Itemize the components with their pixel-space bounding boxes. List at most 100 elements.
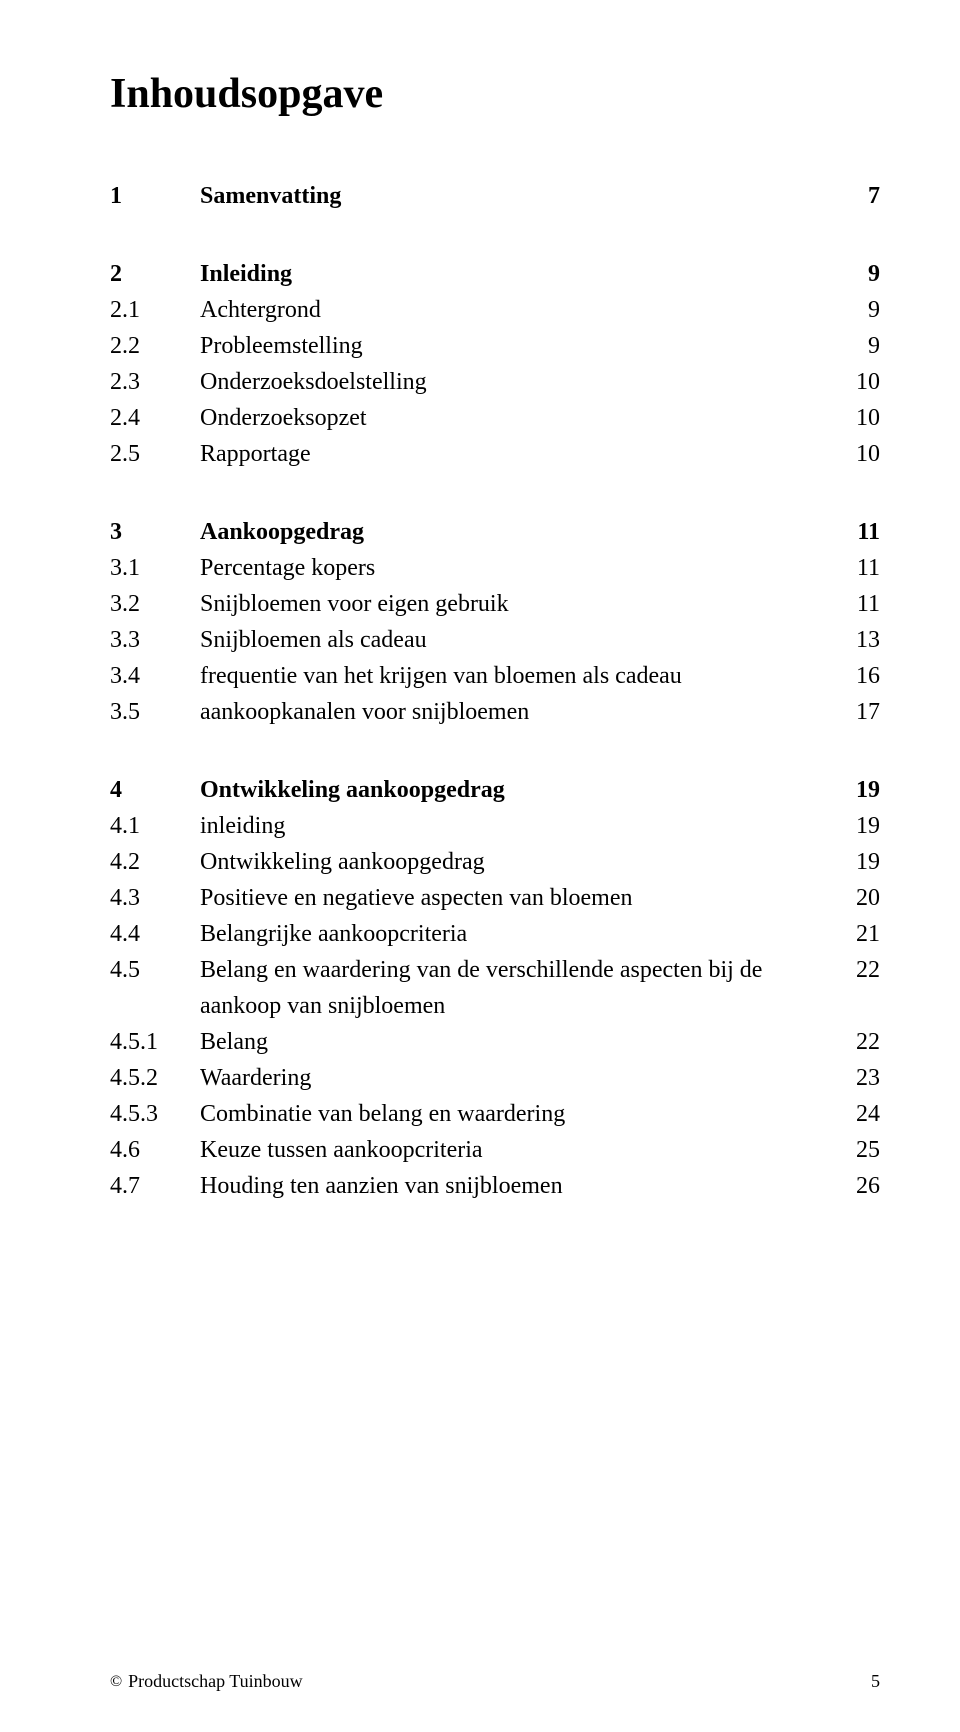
toc-entry-label: Waardering	[200, 1060, 820, 1096]
toc-entry-label: Ontwikkeling aankoopgedrag	[200, 844, 820, 880]
toc-entry: 4.4Belangrijke aankoopcriteria21	[110, 916, 880, 952]
toc-entry-label: Snijbloemen voor eigen gebruik	[200, 586, 820, 622]
toc-entry-number: 2.5	[110, 436, 200, 472]
toc-section: 1Samenvatting7	[110, 178, 880, 214]
toc-entry-label: Inleiding	[200, 256, 820, 292]
toc-entry-label: Rapportage	[200, 436, 820, 472]
toc-entry-number: 2.4	[110, 400, 200, 436]
toc-entry-label: Belang	[200, 1024, 820, 1060]
toc-entry-page: 11	[820, 586, 880, 622]
toc-entry: 4.5.3Combinatie van belang en waardering…	[110, 1096, 880, 1132]
toc-entry-label: Keuze tussen aankoopcriteria	[200, 1132, 820, 1168]
toc-entry-number: 2.3	[110, 364, 200, 400]
toc-entry-page: 11	[820, 514, 880, 550]
toc-entry-page: 9	[820, 328, 880, 364]
toc-entry: 3.1Percentage kopers11	[110, 550, 880, 586]
toc-entry: 4.6Keuze tussen aankoopcriteria25	[110, 1132, 880, 1168]
toc-entry-number: 4	[110, 772, 200, 808]
toc-entry: 4.7Houding ten aanzien van snijbloemen26	[110, 1168, 880, 1204]
toc-entry-page: 9	[820, 256, 880, 292]
toc-entry-label: Aankoopgedrag	[200, 514, 820, 550]
toc-entry: 3.5aankoopkanalen voor snijbloemen17	[110, 694, 880, 730]
toc-entry-number: 3.3	[110, 622, 200, 658]
toc-entry-label: frequentie van het krijgen van bloemen a…	[200, 658, 820, 694]
toc-section: 3Aankoopgedrag113.1Percentage kopers113.…	[110, 514, 880, 730]
copyright-icon: ©	[110, 1673, 122, 1691]
toc-entry-number: 4.5	[110, 952, 200, 988]
toc-entry-number: 3.4	[110, 658, 200, 694]
toc-entry-label: Percentage kopers	[200, 550, 820, 586]
toc-entry-page: 19	[820, 808, 880, 844]
toc-entry-label: Probleemstelling	[200, 328, 820, 364]
toc-entry-page: 16	[820, 658, 880, 694]
toc-entry-page: 21	[820, 916, 880, 952]
footer-page-number: 5	[871, 1671, 880, 1692]
toc-entry: 2Inleiding9	[110, 256, 880, 292]
toc-entry-page: 17	[820, 694, 880, 730]
toc-entry-page: 10	[820, 364, 880, 400]
toc-entry-number: 2.2	[110, 328, 200, 364]
toc-entry-number: 4.4	[110, 916, 200, 952]
toc-entry-number: 3.2	[110, 586, 200, 622]
toc-entry-number: 3.5	[110, 694, 200, 730]
toc-entry: 4.2Ontwikkeling aankoopgedrag19	[110, 844, 880, 880]
toc-section: 4Ontwikkeling aankoopgedrag194.1inleidin…	[110, 772, 880, 1204]
document-page: Inhoudsopgave 1Samenvatting72Inleiding92…	[0, 0, 960, 1732]
toc-entry: 3.4frequentie van het krijgen van bloeme…	[110, 658, 880, 694]
toc-entry: 3.3Snijbloemen als cadeau13	[110, 622, 880, 658]
toc-entry-number: 2	[110, 256, 200, 292]
toc-entry-number: 4.1	[110, 808, 200, 844]
footer-publisher: Productschap Tuinbouw	[128, 1671, 303, 1692]
toc-entry-number: 3.1	[110, 550, 200, 586]
toc-entry-label: Snijbloemen als cadeau	[200, 622, 820, 658]
toc-entry: 2.5Rapportage10	[110, 436, 880, 472]
toc-entry: 3.2Snijbloemen voor eigen gebruik11	[110, 586, 880, 622]
toc-entry: 4.1inleiding19	[110, 808, 880, 844]
toc-entry-page: 22	[820, 952, 880, 988]
toc-entry-label: Houding ten aanzien van snijbloemen	[200, 1168, 820, 1204]
toc-entry-label: Achtergrond	[200, 292, 820, 328]
toc-entry-label: Onderzoeksopzet	[200, 400, 820, 436]
toc-entry: 2.3Onderzoeksdoelstelling10	[110, 364, 880, 400]
page-title: Inhoudsopgave	[110, 70, 880, 118]
toc-entry-label: aankoopkanalen voor snijbloemen	[200, 694, 820, 730]
toc-entry-label: Samenvatting	[200, 178, 820, 214]
toc-entry-page: 11	[820, 550, 880, 586]
page-footer: © Productschap Tuinbouw 5	[110, 1671, 880, 1692]
toc-entry-number: 4.6	[110, 1132, 200, 1168]
toc-entry-number: 4.5.2	[110, 1060, 200, 1096]
toc-entry-label: Onderzoeksdoelstelling	[200, 364, 820, 400]
toc-entry-page: 7	[820, 178, 880, 214]
toc-entry-number: 4.2	[110, 844, 200, 880]
toc-entry: 4Ontwikkeling aankoopgedrag19	[110, 772, 880, 808]
toc-entry: 4.5.2Waardering23	[110, 1060, 880, 1096]
toc-container: 1Samenvatting72Inleiding92.1Achtergrond9…	[110, 178, 880, 1204]
toc-entry-number: 3	[110, 514, 200, 550]
toc-entry-page: 23	[820, 1060, 880, 1096]
toc-entry: 2.2Probleemstelling9	[110, 328, 880, 364]
toc-entry: 4.5.1Belang22	[110, 1024, 880, 1060]
toc-entry-label: Belangrijke aankoopcriteria	[200, 916, 820, 952]
toc-entry-label: inleiding	[200, 808, 820, 844]
toc-entry: 1Samenvatting7	[110, 178, 880, 214]
toc-entry-number: 4.5.3	[110, 1096, 200, 1132]
footer-left: © Productschap Tuinbouw	[110, 1671, 303, 1692]
toc-entry-page: 10	[820, 436, 880, 472]
toc-entry: 2.4Onderzoeksopzet10	[110, 400, 880, 436]
toc-entry: 3Aankoopgedrag11	[110, 514, 880, 550]
toc-entry-number: 4.7	[110, 1168, 200, 1204]
toc-entry-page: 19	[820, 844, 880, 880]
toc-section: 2Inleiding92.1Achtergrond92.2Probleemste…	[110, 256, 880, 472]
toc-entry-number: 2.1	[110, 292, 200, 328]
toc-entry-page: 25	[820, 1132, 880, 1168]
toc-entry-label: Positieve en negatieve aspecten van bloe…	[200, 880, 820, 916]
toc-entry-label: Belang en waardering van de verschillend…	[200, 952, 820, 1024]
toc-entry-label: Combinatie van belang en waardering	[200, 1096, 820, 1132]
toc-entry-page: 22	[820, 1024, 880, 1060]
toc-entry-page: 10	[820, 400, 880, 436]
toc-entry: 4.3Positieve en negatieve aspecten van b…	[110, 880, 880, 916]
toc-entry-number: 1	[110, 178, 200, 214]
toc-entry-page: 24	[820, 1096, 880, 1132]
toc-entry: 4.5Belang en waardering van de verschill…	[110, 952, 880, 1024]
toc-entry-number: 4.3	[110, 880, 200, 916]
